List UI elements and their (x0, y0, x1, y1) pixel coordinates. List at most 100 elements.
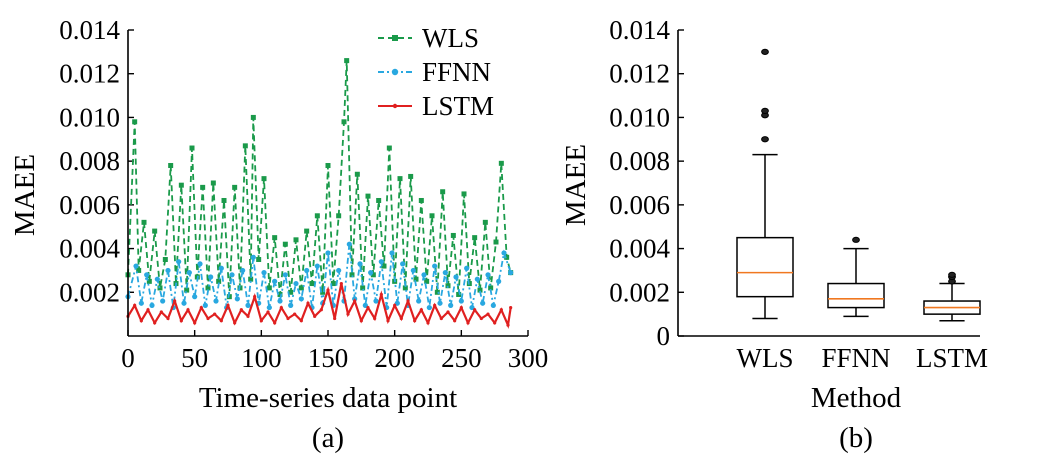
a-point (439, 316, 443, 321)
a-point (402, 285, 408, 291)
a-point (272, 278, 278, 284)
a-point (473, 308, 477, 312)
a-point (336, 213, 342, 219)
a-legend-item-lstm: LSTM (378, 91, 494, 121)
a-point (176, 259, 182, 265)
a-point (181, 300, 187, 306)
a-point (346, 241, 352, 247)
a-point (506, 323, 510, 327)
a-point (376, 197, 382, 203)
a-point (273, 321, 277, 325)
a-point (386, 319, 390, 323)
a-point (186, 308, 190, 312)
a-point (509, 305, 513, 310)
a-x-tick-label: 100 (241, 343, 282, 373)
a-point (314, 263, 320, 269)
box-plot-panel: 0 0.002 0.004 0.006 0.008 0.010 0.012 0.014 WLS… (560, 15, 988, 454)
b-y-tick-label: 0 (657, 321, 671, 351)
a-point (293, 280, 299, 287)
a-point (226, 303, 230, 307)
a-point (458, 298, 464, 304)
a-point (136, 267, 142, 273)
a-point (261, 270, 267, 276)
a-point (233, 321, 237, 325)
a-point (146, 308, 150, 312)
a-point (298, 285, 304, 291)
a-point (501, 250, 507, 256)
a-point (373, 316, 377, 321)
b-y-tick-label: 0.012 (609, 59, 670, 89)
a-point (440, 189, 446, 195)
a-point (206, 316, 210, 321)
a-point (354, 171, 360, 177)
b-y-tick-label: 0.010 (609, 102, 670, 132)
a-point (213, 312, 217, 316)
a-point (138, 300, 144, 306)
a-point (370, 272, 376, 278)
a-point (246, 314, 250, 318)
a-point (210, 180, 216, 186)
a-point (426, 304, 432, 311)
a-point (445, 283, 451, 289)
a-series-line-ffnn (127, 244, 512, 308)
a-point (373, 298, 379, 304)
a-point (139, 319, 143, 323)
b-x-tick-label: FFNN (821, 343, 890, 373)
a-legend-label: LSTM (422, 91, 494, 121)
b-x-tick-labels: WLS FFNN LSTM (737, 343, 989, 373)
a-point (325, 163, 331, 169)
a-point (413, 276, 419, 282)
b-y-tick-label: 0.014 (609, 15, 670, 45)
a-point (477, 287, 483, 293)
a-point (200, 184, 206, 190)
a-point (469, 304, 475, 311)
a-point (186, 270, 192, 276)
a-point (397, 176, 403, 182)
a-point (184, 287, 190, 293)
a-point (253, 295, 257, 299)
a-point (288, 289, 294, 295)
a-point (453, 319, 457, 323)
a-point (313, 314, 317, 318)
a-point (165, 267, 171, 274)
b-outlier (852, 236, 860, 243)
a-point (282, 272, 288, 278)
a-point (459, 305, 463, 310)
b-panel-label: (b) (839, 422, 873, 454)
a-point (189, 145, 195, 151)
a-y-axis-label: MAEE (9, 154, 41, 236)
a-legend-marker (392, 103, 398, 109)
a-point (482, 219, 488, 225)
a-point (146, 278, 152, 284)
a-point (499, 308, 503, 312)
a-point (408, 173, 414, 179)
a-point (336, 267, 342, 274)
a-point (197, 261, 203, 267)
a-point (149, 302, 155, 308)
a-point (277, 298, 283, 304)
b-y-tick-label: 0.008 (609, 146, 670, 176)
a-point (162, 257, 168, 262)
a-y-tick-label: 0.010 (59, 102, 120, 132)
a-point (216, 278, 222, 284)
a-point (493, 239, 499, 245)
a-point (504, 254, 510, 260)
a-point (365, 193, 371, 199)
a-point (286, 316, 290, 321)
a-point (293, 312, 297, 316)
a-point (320, 289, 326, 295)
a-point (410, 267, 416, 274)
a-point (486, 312, 490, 316)
a-x-tick-label: 200 (374, 343, 415, 373)
a-point (379, 292, 383, 297)
a-point (424, 278, 430, 284)
a-point (406, 299, 410, 303)
a-point (288, 302, 294, 308)
a-point (432, 263, 438, 269)
a-x-tick-label: 0 (121, 343, 135, 373)
b-y-tick-label: 0.002 (609, 277, 670, 307)
a-point (330, 281, 336, 287)
a-point (304, 267, 310, 274)
a-point (353, 299, 357, 303)
